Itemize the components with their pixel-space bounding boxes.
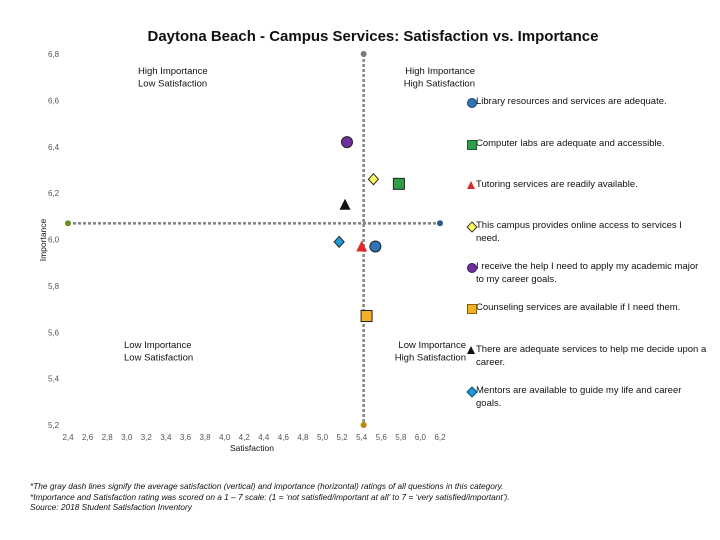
legend-label: There are adequate services to help me d…	[476, 344, 707, 368]
x-axis-label: Satisfaction	[230, 443, 274, 453]
x-tick-label: 3,8	[199, 433, 211, 442]
average-line-endpoint	[360, 51, 367, 57]
x-tick-label: 3,0	[121, 433, 133, 442]
x-tick-label: 5,0	[317, 433, 329, 442]
legend-label: Tutoring services are readily available.	[476, 179, 638, 190]
y-tick-label: 6,0	[48, 236, 60, 245]
data-point	[341, 136, 353, 149]
y-tick-label: 6,8	[48, 50, 60, 59]
data-point	[360, 310, 373, 323]
y-tick-label: 5,4	[48, 375, 60, 384]
average-line-endpoint	[360, 422, 367, 428]
x-tick-label: 5,4	[356, 433, 368, 442]
x-tick-label: 4,6	[278, 433, 290, 442]
legend-square-marker	[467, 140, 477, 150]
legend-label: Mentors are available to guide my life a…	[476, 385, 682, 409]
legend-item: Library resources and services are adequ…	[467, 96, 707, 109]
footnote-rating-scale: *Importance and Satisfaction rating was …	[30, 491, 510, 502]
x-tick-label: 4,0	[219, 433, 231, 442]
data-point	[356, 240, 368, 252]
x-tick-label: 4,4	[258, 433, 270, 442]
quadrant-label: Low Satisfaction	[124, 353, 193, 364]
legend-item: Mentors are available to guide my life a…	[466, 385, 707, 410]
quadrant-label: Low Importance	[124, 340, 192, 351]
chart-title: Daytona Beach - Campus Services: Satisfa…	[147, 28, 599, 45]
legend-item: There are adequate services to help me d…	[467, 344, 707, 369]
x-tick-label: 3,2	[141, 433, 153, 442]
x-tick-label: 4,8	[297, 433, 309, 442]
quadrant-label: High Satisfaction	[395, 353, 466, 364]
legend-label: Counseling services are available if I n…	[476, 302, 681, 313]
legend-label: Computer labs are adequate and accessibl…	[476, 138, 665, 149]
legend-item: Computer labs are adequate and accessibl…	[467, 138, 707, 151]
x-tick-label: 2,6	[82, 433, 94, 442]
footnote-average-lines: *The gray dash lines signify the average…	[30, 481, 504, 491]
x-tick-label: 6,0	[415, 433, 427, 442]
footnote-source: Source: 2018 Student Satisfaction Invent…	[30, 502, 192, 513]
data-point	[392, 177, 405, 190]
x-tick-label: 6,2	[434, 433, 446, 442]
legend-label: Library resources and services are adequ…	[476, 96, 667, 107]
y-tick-label: 6,4	[48, 143, 60, 152]
y-tick-label: 6,6	[48, 96, 60, 105]
quadrant-label: High Importance	[138, 66, 208, 77]
legend-circle-marker	[467, 263, 477, 273]
legend-circle-marker	[467, 98, 477, 108]
y-tick-label: 6,2	[48, 189, 60, 198]
legend-triangle-marker	[467, 181, 475, 189]
x-tick-label: 3,6	[180, 433, 192, 442]
legend-triangle-marker	[467, 346, 475, 354]
x-tick-label: 5,6	[376, 433, 388, 442]
data-point	[333, 235, 345, 249]
quadrant-label: Low Satisfaction	[138, 79, 207, 90]
y-tick-label: 5,2	[48, 421, 60, 430]
x-tick-label: 4,2	[239, 433, 251, 442]
x-tick-label: 5,8	[395, 433, 407, 442]
data-point	[369, 240, 382, 253]
legend-item: I receive the help I need to apply my ac…	[467, 261, 707, 286]
quadrant-label: High Importance	[405, 66, 475, 77]
x-tick-label: 3,4	[160, 433, 172, 442]
y-axis-label: Importance	[38, 218, 48, 261]
quadrant-label: High Satisfaction	[404, 79, 475, 90]
legend-item: Tutoring services are readily available.	[467, 179, 707, 192]
quadrant-label: Low Importance	[398, 340, 466, 351]
legend-label: I receive the help I need to apply my ac…	[476, 261, 699, 285]
y-tick-label: 5,8	[48, 282, 60, 291]
footnotes: *The gray dash lines signify the average…	[30, 481, 710, 513]
data-point	[339, 198, 351, 210]
average-line-endpoint	[65, 220, 71, 227]
x-tick-label: 5,2	[337, 433, 349, 442]
legend-item: This campus provides online access to se…	[466, 220, 707, 245]
legend-square-marker	[467, 304, 477, 314]
y-tick-label: 5,6	[48, 328, 60, 337]
x-tick-label: 2,8	[102, 433, 114, 442]
average-line-endpoint	[437, 220, 443, 227]
data-point	[367, 172, 380, 186]
legend-item: Counseling services are available if I n…	[467, 302, 707, 315]
legend-label: This campus provides online access to se…	[476, 220, 682, 244]
x-tick-label: 2,4	[62, 433, 74, 442]
